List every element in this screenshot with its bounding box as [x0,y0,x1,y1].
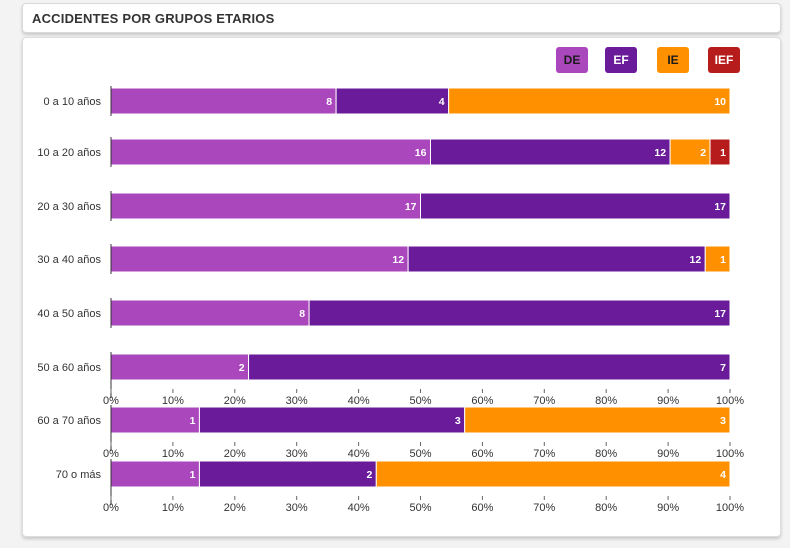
bar-segment [429,138,671,166]
bar-segment [110,353,250,381]
x-tick-label: 70% [533,395,555,407]
x-tick-label: 20% [224,448,246,460]
category-label: 20 a 30 años [37,201,101,213]
data-label: 12 [654,147,666,159]
data-label: 4 [720,469,726,481]
data-label: 4 [439,96,445,108]
data-label: 1 [720,254,726,266]
x-tick-label: 60% [471,395,493,407]
category-label: 40 a 50 años [37,308,101,320]
data-label: 2 [239,362,245,374]
data-label: 12 [690,254,702,266]
data-label: 17 [714,308,726,320]
category-label: 60 a 70 años [37,415,101,427]
x-tick-label: 100% [716,502,744,514]
x-tick-label: 0% [103,502,119,514]
x-tick-label: 90% [657,502,679,514]
category-label: 0 a 10 años [44,96,102,108]
category-label: 70 o más [56,469,102,481]
data-label: 2 [366,469,372,481]
data-label: 1 [190,415,196,427]
category-label: 50 a 60 años [37,362,101,374]
bar-segment [420,192,731,220]
bar-segment [407,245,706,273]
x-tick-label: 30% [286,502,308,514]
bar-segment [335,87,450,115]
bar-segment [704,245,731,273]
x-tick-label: 80% [595,448,617,460]
chart-panel [22,37,781,537]
x-tick-label: 10% [162,448,184,460]
bar-segment [669,138,711,166]
data-label: 3 [455,415,461,427]
bar-segment [110,245,409,273]
chart-title: ACCIDENTES POR GRUPOS ETARIOS [32,11,275,26]
data-label: 2 [700,147,706,159]
data-label: 10 [714,96,726,108]
x-tick-label: 90% [657,448,679,460]
legend-item-ief[interactable]: IEF [708,47,740,73]
x-tick-label: 40% [348,448,370,460]
data-label: 8 [326,96,332,108]
x-tick-label: 90% [657,395,679,407]
data-label: 16 [415,147,427,159]
bar-segment [248,353,731,381]
bar-segment [110,406,200,434]
data-label: 17 [405,201,417,213]
bar-segment [448,87,731,115]
data-label: 1 [190,469,196,481]
x-tick-label: 40% [348,502,370,514]
x-tick-label: 60% [471,502,493,514]
bar-segment [110,192,421,220]
data-label: 1 [720,147,726,159]
bar-segment [198,406,466,434]
data-label: 8 [299,308,305,320]
bar-segment [709,138,731,166]
data-label: 3 [720,415,726,427]
category-label: 30 a 40 años [37,254,101,266]
x-tick-label: 50% [409,448,431,460]
x-tick-label: 30% [286,395,308,407]
bar-segment [464,406,731,434]
bar-segment [110,460,200,488]
x-tick-label: 50% [409,502,431,514]
x-tick-label: 60% [471,448,493,460]
bar-segment [110,138,431,166]
bar-segment [308,299,731,327]
legend-item-de[interactable]: DE [556,47,588,73]
x-tick-label: 100% [716,448,744,460]
x-tick-label: 10% [162,395,184,407]
bar-segment [198,460,377,488]
bar-segment [110,87,337,115]
legend-item-ie[interactable]: IE [657,47,689,73]
legend-item-ef[interactable]: EF [605,47,637,73]
x-tick-label: 50% [409,395,431,407]
x-tick-label: 80% [595,395,617,407]
x-tick-label: 0% [103,448,119,460]
x-tick-label: 10% [162,502,184,514]
category-label: 10 a 20 años [37,147,101,159]
x-tick-label: 20% [224,502,246,514]
x-tick-label: 0% [103,395,119,407]
x-tick-label: 30% [286,448,308,460]
chart-header: ACCIDENTES POR GRUPOS ETARIOS [22,3,781,33]
x-tick-label: 40% [348,395,370,407]
x-tick-label: 100% [716,395,744,407]
x-tick-label: 70% [533,448,555,460]
data-label: 17 [714,201,726,213]
x-tick-label: 70% [533,502,555,514]
x-tick-label: 20% [224,395,246,407]
data-label: 12 [392,254,404,266]
x-tick-label: 80% [595,502,617,514]
data-label: 7 [720,362,726,374]
bar-segment [110,299,310,327]
bar-segment [375,460,731,488]
